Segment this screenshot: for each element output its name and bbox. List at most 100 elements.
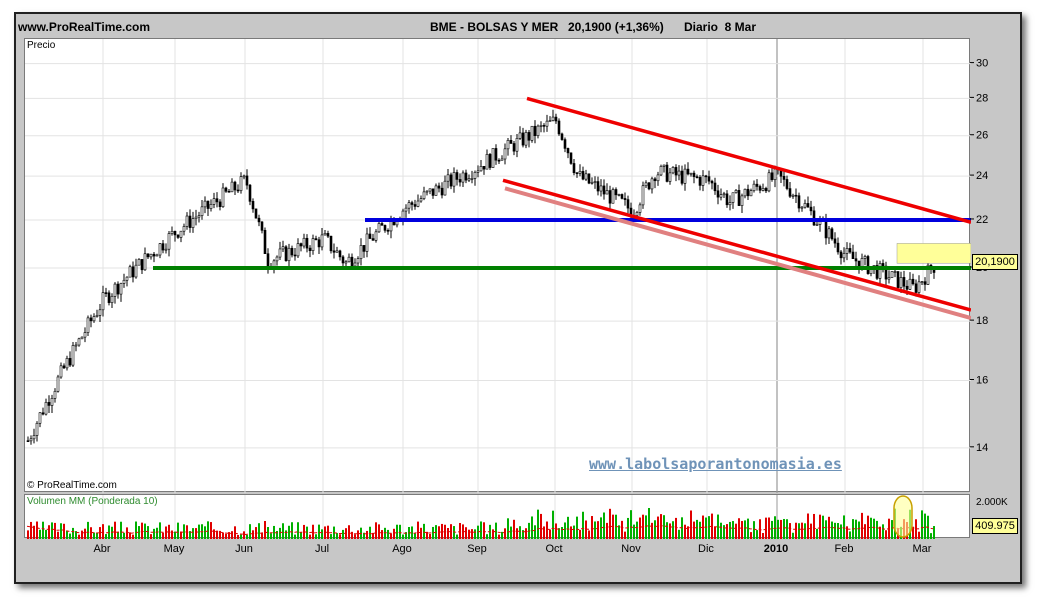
volume-bar: [576, 516, 578, 539]
candle-body: [509, 140, 513, 144]
candle-body: [287, 247, 291, 262]
candle-body: [239, 176, 243, 191]
volume-bar: [327, 525, 329, 539]
candle-body: [599, 185, 603, 192]
volume-bar: [168, 524, 170, 539]
candle-body: [545, 120, 549, 127]
volume-bar: [879, 526, 881, 539]
candle-body: [839, 251, 843, 259]
candle-body: [527, 132, 531, 141]
candle-body: [764, 188, 768, 192]
candle-body: [680, 170, 684, 184]
candle-body: [485, 154, 489, 170]
candle-body: [452, 172, 456, 187]
volume-bar: [744, 520, 746, 539]
volume-bar: [918, 531, 920, 539]
candle-body: [881, 263, 885, 267]
candle-body: [713, 182, 717, 192]
volume-bar: [585, 520, 587, 539]
volume-bar: [603, 512, 605, 539]
volume-bar: [516, 528, 518, 539]
candle-body: [74, 344, 78, 347]
candle-body: [542, 125, 546, 127]
volume-bar: [312, 524, 314, 539]
volume-bar: [318, 524, 320, 539]
candle-body: [383, 225, 387, 231]
candle-body: [170, 230, 174, 234]
volume-bar: [144, 523, 146, 539]
volume-bar: [561, 527, 563, 539]
volume-bar: [465, 527, 467, 539]
candle-body: [773, 168, 777, 180]
volume-bar: [552, 510, 554, 539]
candle-body: [152, 253, 156, 257]
volume-bar: [333, 526, 335, 539]
volume-bar: [624, 531, 626, 539]
volume-moving-average: [26, 525, 934, 536]
volume-bar: [480, 521, 482, 539]
candle-body: [575, 172, 579, 175]
candle-body: [845, 248, 849, 254]
volume-panel[interactable]: Volumen MM (Ponderada 10): [24, 494, 970, 539]
volume-bar: [873, 518, 875, 539]
candle-body: [638, 204, 642, 213]
volume-bar: [309, 534, 311, 539]
candle-body: [281, 246, 285, 250]
watermark-link[interactable]: www.labolsaporantonomasia.es: [589, 455, 842, 473]
candle-body: [917, 281, 921, 293]
candle-body: [179, 230, 183, 238]
volume-bar: [858, 521, 860, 539]
candle-body: [416, 200, 420, 207]
volume-bar: [363, 532, 365, 539]
volume-bar: [195, 528, 197, 539]
candle-body: [206, 200, 210, 209]
candle-body: [494, 148, 498, 161]
volume-bar: [933, 526, 935, 539]
candle-body: [905, 285, 909, 290]
volume-bar: [138, 526, 140, 539]
volume-bar: [555, 523, 557, 539]
candle-body: [482, 166, 486, 170]
candle-body: [920, 281, 924, 283]
volume-bar: [678, 529, 680, 539]
volume-bar: [93, 532, 95, 539]
candle-body: [254, 208, 258, 219]
volume-bar: [261, 532, 263, 539]
volume-chart: [26, 495, 935, 539]
volume-bar: [609, 508, 611, 539]
volume-bar: [102, 524, 104, 539]
volume-bar: [618, 525, 620, 539]
volume-bar: [153, 528, 155, 539]
volume-bar: [120, 521, 122, 539]
candle-body: [374, 231, 378, 241]
candle-body: [188, 215, 192, 228]
volume-bar: [633, 524, 635, 539]
volume-bar: [279, 527, 281, 539]
volume-bar: [582, 511, 584, 539]
volume-bar: [570, 526, 572, 539]
candle-body: [344, 261, 348, 264]
price-panel[interactable]: Precio © ProRealTime.com www.labolsapora…: [24, 38, 971, 493]
candle-body: [380, 223, 384, 226]
candle-body: [140, 259, 144, 271]
candle-body: [515, 138, 519, 152]
volume-bar: [636, 521, 638, 539]
candle-body: [122, 279, 126, 284]
volume-bar: [804, 523, 806, 539]
volume-bar: [648, 508, 650, 539]
candle-body: [743, 188, 747, 197]
candle-body: [782, 175, 786, 180]
volume-bar: [78, 534, 80, 539]
candle-body: [401, 210, 405, 220]
volume-bar: [216, 530, 218, 539]
candle-body: [44, 402, 48, 415]
candle-body: [647, 182, 651, 190]
candle-body: [155, 254, 159, 257]
candle-body: [536, 125, 540, 136]
candle-body: [65, 358, 69, 369]
candle-body: [143, 253, 147, 271]
volume-bar: [549, 529, 551, 539]
volume-bar: [471, 529, 473, 539]
volume-bar: [300, 532, 302, 539]
last-price-highlight: [896, 243, 971, 264]
